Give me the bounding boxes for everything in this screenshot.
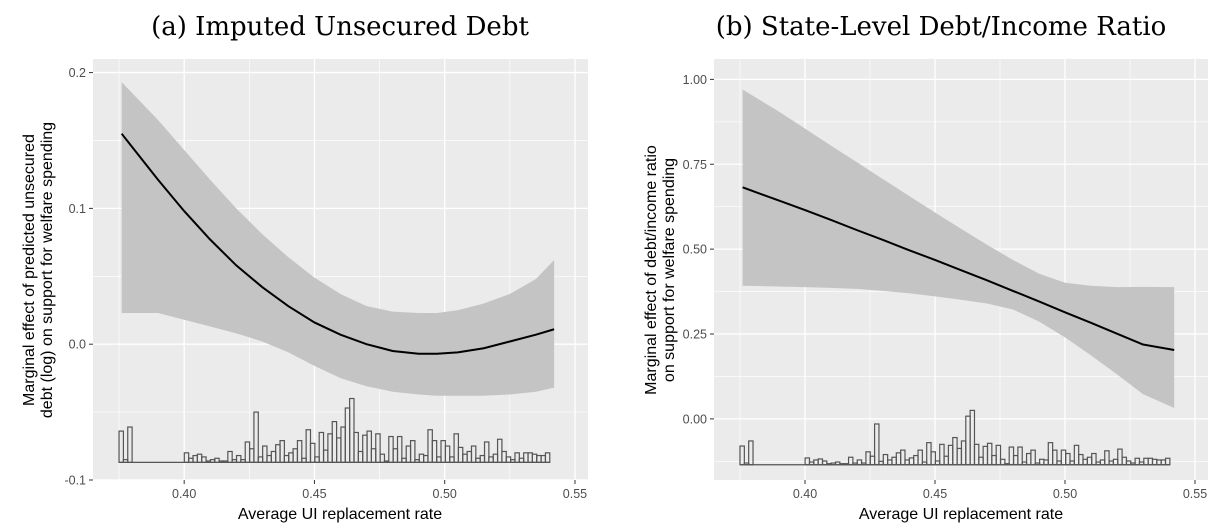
- histogram-bar: [844, 464, 848, 465]
- x-axis-b: 0.40 0.45 0.50 0.55: [793, 480, 1207, 501]
- histogram-bar: [840, 464, 844, 465]
- y-tick-label: -0.1: [64, 474, 86, 488]
- y-axis-title-b: Marginal effect of debt/income ratio on …: [643, 145, 678, 395]
- x-tick-label: 0.50: [433, 487, 457, 501]
- y-tick-label: 0.75: [683, 158, 707, 172]
- x-tick-label: 0.50: [1053, 487, 1077, 501]
- x-tick-label: 0.45: [302, 487, 326, 501]
- x-tick-label: 0.40: [172, 487, 196, 501]
- y-axis-a: -0.1 0.0 0.1 0.2: [64, 66, 93, 487]
- y-axis-title-b-line-2: on support for welfare spending: [661, 158, 678, 382]
- x-tick-label: 0.40: [793, 487, 817, 501]
- x-tick-label: 0.55: [563, 487, 587, 501]
- y-axis-title-a-line-1: Marginal effect of predicted unsecured: [21, 134, 38, 406]
- y-axis-title-a-line-2: debt (log) on support for welfare spendi…: [39, 122, 56, 418]
- y-tick-label: 0.1: [69, 202, 86, 216]
- y-tick-label: 0.00: [683, 412, 707, 426]
- x-axis-a: 0.40 0.45 0.50 0.55: [172, 480, 587, 501]
- y-tick-label: 0.25: [683, 328, 707, 342]
- chart-title-a: (a) Imputed Unsecured Debt: [151, 12, 529, 42]
- y-axis-b: 0.00 0.25 0.50 0.75 1.00: [683, 73, 714, 427]
- y-axis-title-b-line-1: Marginal effect of debt/income ratio: [643, 145, 660, 395]
- panel-a: (a) Imputed Unsecured Debt -0.1 0.0 0.1 0.2…: [21, 12, 588, 523]
- histogram-bar: [1005, 464, 1009, 465]
- x-tick-label: 0.45: [923, 487, 947, 501]
- y-tick-label: 0.0: [69, 338, 86, 352]
- x-axis-title-b: Average UI replacement rate: [859, 506, 1063, 523]
- chart-title-b: (b) State-Level Debt/Income Ratio: [716, 12, 1167, 42]
- histogram-bar: [827, 464, 831, 465]
- x-tick-label: 0.55: [1183, 487, 1207, 501]
- y-tick-label: 1.00: [683, 73, 707, 87]
- panel-b: (b) State-Level Debt/Income Ratio 0.000.…: [643, 12, 1208, 523]
- y-axis-title-a: Marginal effect of predicted unsecured d…: [21, 122, 56, 418]
- y-tick-label: 0.2: [69, 66, 86, 80]
- x-axis-title-a: Average UI replacement rate: [238, 506, 442, 523]
- y-tick-label: 0.50: [683, 243, 707, 257]
